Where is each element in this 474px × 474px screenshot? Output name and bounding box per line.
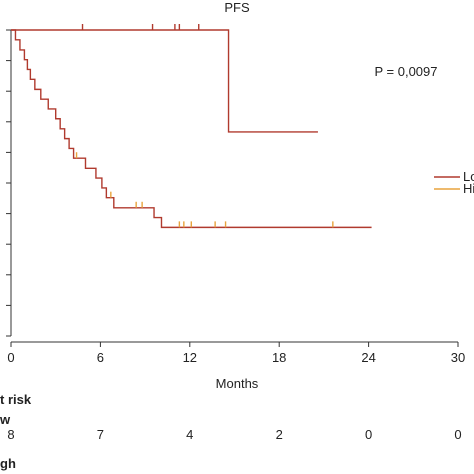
risk-value: 5 bbox=[186, 471, 193, 474]
p-value-annotation: P = 0,0097 bbox=[374, 64, 437, 79]
survival-line-high bbox=[11, 29, 372, 229]
risk-value: 13 bbox=[93, 471, 107, 474]
x-tick-label: 6 bbox=[97, 350, 104, 365]
risk-value: 0 bbox=[454, 427, 461, 442]
x-tick-label: 30 bbox=[451, 350, 465, 365]
x-tick-label: 12 bbox=[183, 350, 197, 365]
x-tick-label: 18 bbox=[272, 350, 286, 365]
risk-table: t risk w8 7 4 2 0 0 gh31 13 5 2 1 0 bbox=[0, 392, 462, 474]
survival-curves bbox=[11, 24, 372, 229]
series-low bbox=[11, 24, 318, 133]
survival-line-low bbox=[11, 29, 318, 133]
x-axis-label: Months bbox=[216, 376, 259, 391]
risk-value: 1 bbox=[365, 471, 372, 474]
risk-value: 0 bbox=[454, 471, 461, 474]
risk-value: 0 bbox=[365, 427, 372, 442]
risk-row-label: gh bbox=[0, 456, 16, 471]
x-tick-label: 0 bbox=[7, 350, 14, 365]
risk-value: 2 bbox=[276, 427, 283, 442]
x-tick-label: 24 bbox=[361, 350, 375, 365]
risk-value: 7 bbox=[97, 427, 104, 442]
risk-table-header: t risk bbox=[0, 392, 32, 407]
series-high bbox=[11, 29, 372, 229]
risk-value: 8 bbox=[7, 427, 14, 442]
chart-title: PFS bbox=[224, 0, 250, 15]
risk-row-label: w bbox=[0, 412, 11, 427]
axes: 0 6 12 18 24 30 bbox=[6, 29, 465, 365]
legend-label: Lo bbox=[463, 169, 474, 184]
risk-value: 2 bbox=[276, 471, 283, 474]
risk-value: 31 bbox=[4, 471, 18, 474]
legend-label: Hi bbox=[463, 181, 474, 196]
risk-value: 4 bbox=[186, 427, 193, 442]
